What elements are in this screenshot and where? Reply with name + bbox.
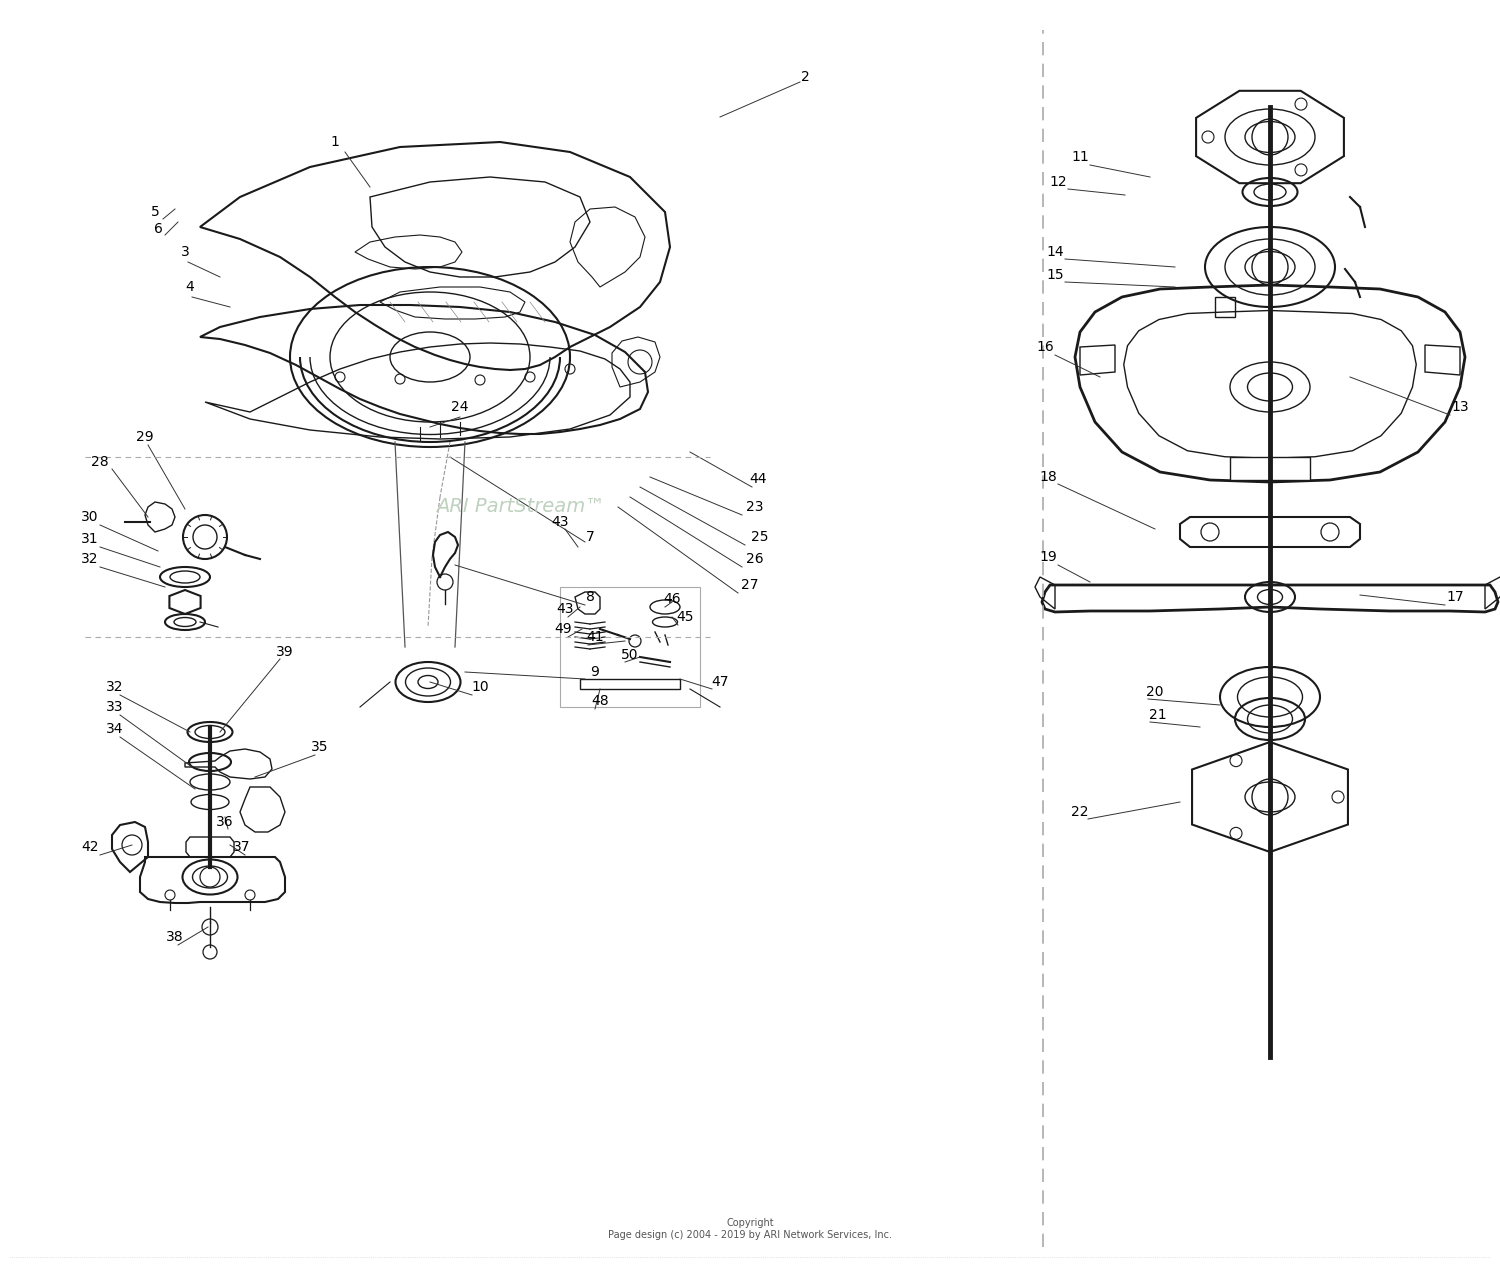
Text: 43: 43 (556, 601, 573, 616)
Text: 33: 33 (106, 700, 123, 714)
Text: 23: 23 (747, 501, 764, 515)
Text: 14: 14 (1046, 245, 1064, 259)
Text: 10: 10 (471, 679, 489, 693)
Text: 11: 11 (1071, 149, 1089, 163)
Text: 15: 15 (1046, 268, 1064, 282)
Text: 34: 34 (106, 722, 123, 736)
Text: 8: 8 (585, 590, 594, 604)
Text: 25: 25 (752, 530, 768, 544)
Text: 12: 12 (1048, 175, 1066, 189)
Text: 39: 39 (276, 645, 294, 659)
Text: 26: 26 (746, 552, 764, 566)
Text: 2: 2 (801, 70, 810, 84)
Text: 43: 43 (552, 515, 568, 529)
Polygon shape (1080, 345, 1114, 375)
Polygon shape (1425, 345, 1460, 375)
Polygon shape (1230, 457, 1310, 480)
Text: 37: 37 (234, 840, 250, 854)
Text: 48: 48 (591, 693, 609, 707)
Text: 49: 49 (554, 622, 572, 636)
Text: 45: 45 (676, 610, 693, 624)
Text: 19: 19 (1040, 550, 1058, 564)
Text: 44: 44 (750, 472, 766, 487)
Text: 28: 28 (92, 455, 110, 469)
Text: 42: 42 (81, 840, 99, 854)
Text: 22: 22 (1071, 805, 1089, 819)
Text: 7: 7 (585, 530, 594, 544)
Text: 35: 35 (312, 739, 328, 753)
Text: 4: 4 (186, 280, 195, 294)
Text: 9: 9 (591, 665, 600, 679)
Text: 20: 20 (1146, 684, 1164, 699)
Text: 21: 21 (1149, 707, 1167, 722)
Text: 27: 27 (741, 578, 759, 593)
Text: 32: 32 (81, 552, 99, 566)
Text: 6: 6 (153, 222, 162, 236)
Text: 36: 36 (216, 815, 234, 829)
Text: Copyright
Page design (c) 2004 - 2019 by ARI Network Services, Inc.: Copyright Page design (c) 2004 - 2019 by… (608, 1218, 892, 1240)
Text: 1: 1 (330, 135, 339, 149)
Text: 46: 46 (663, 593, 681, 607)
Text: 17: 17 (1446, 590, 1464, 604)
Text: 29: 29 (136, 430, 154, 444)
Text: ARI PartStream™: ARI PartStream™ (435, 498, 604, 516)
Text: 3: 3 (180, 245, 189, 259)
Text: 47: 47 (711, 676, 729, 690)
Text: 32: 32 (106, 679, 123, 693)
Text: 30: 30 (81, 510, 99, 524)
Text: 31: 31 (81, 533, 99, 547)
Text: 5: 5 (150, 206, 159, 218)
Text: 24: 24 (452, 400, 468, 414)
Text: 50: 50 (621, 647, 639, 661)
Text: 16: 16 (1036, 340, 1054, 354)
Text: 13: 13 (1450, 400, 1468, 414)
Text: 41: 41 (586, 630, 604, 644)
Text: 38: 38 (166, 930, 184, 944)
Text: 18: 18 (1040, 470, 1058, 484)
